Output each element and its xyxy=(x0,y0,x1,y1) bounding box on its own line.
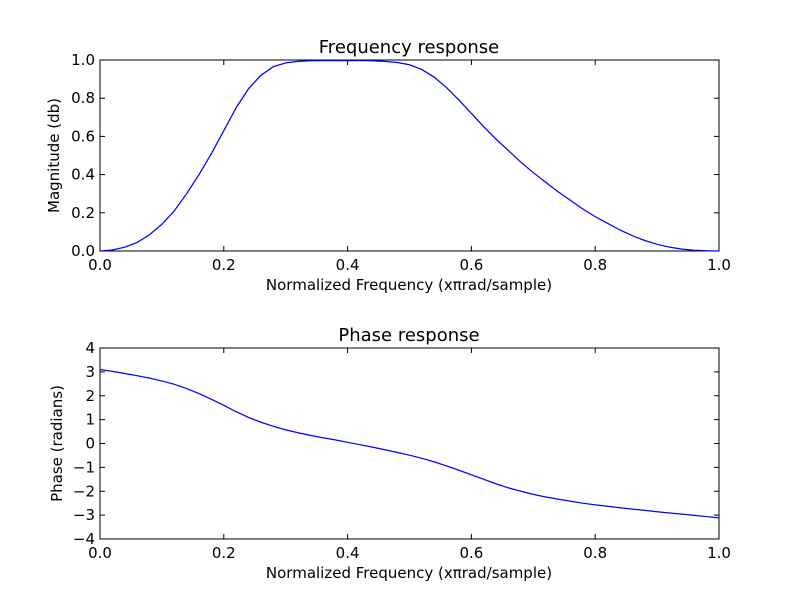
phase-response-ticks: 0.0 0.2 0.4 0.6 0.8 1.0 4 3 2 1 0 −1 −2 −3 −4 xyxy=(73,339,731,562)
phase-ytick-label: 3 xyxy=(85,363,95,381)
magnitude-xtick-label: 0.8 xyxy=(583,256,607,274)
phase-line xyxy=(99,368,720,519)
phase-ytick-label: 0 xyxy=(85,435,95,453)
phase-xtick-label: 0.6 xyxy=(459,544,483,562)
phase-ytick-label: 4 xyxy=(85,339,95,357)
magnitude-ytick-label: 0.2 xyxy=(71,204,95,222)
magnitude-ytick-label: 0.8 xyxy=(71,89,95,107)
phase-response-title: Phase response xyxy=(338,325,479,346)
magnitude-xtick-label: 0.6 xyxy=(459,256,483,274)
magnitude-ytick-label: 1.0 xyxy=(71,51,95,69)
magnitude-xtick-label: 0.4 xyxy=(336,256,360,274)
frequency-response-ylabel: Magnitude (db) xyxy=(45,98,63,213)
phase-xtick-label: 1.0 xyxy=(707,544,731,562)
phase-xtick-label: 0.8 xyxy=(583,544,607,562)
frequency-response-panel: Frequency response 0.0 0.2 0.4 0.6 0.8 1.0 0.0… xyxy=(45,37,731,294)
magnitude-line xyxy=(99,59,720,252)
magnitude-ytick-label: 0.4 xyxy=(71,166,95,184)
magnitude-xtick-label: 0.0 xyxy=(88,256,112,274)
phase-ytick-label: 1 xyxy=(85,411,95,429)
phase-xtick-label: 0.4 xyxy=(336,544,360,562)
magnitude-xtick-label: 1.0 xyxy=(707,256,731,274)
phase-response-panel: Phase response 0.0 0.2 0.4 0.6 0.8 1.0 4 3 2 1 0 −1… xyxy=(48,325,731,582)
phase-ytick-label: −4 xyxy=(73,530,95,548)
phase-ytick-label: −2 xyxy=(73,482,95,500)
phase-response-ylabel: Phase (radians) xyxy=(48,385,66,502)
phase-response-xlabel: Normalized Frequency (xπrad/sample) xyxy=(266,564,552,582)
magnitude-ytick-label: 0.6 xyxy=(71,127,95,145)
frequency-response-xlabel: Normalized Frequency (xπrad/sample) xyxy=(266,276,552,294)
phase-response-frame xyxy=(99,347,720,540)
phase-ytick-label: −3 xyxy=(73,506,95,524)
phase-ytick-label: 2 xyxy=(85,387,95,405)
phase-xtick-label: 0.2 xyxy=(212,544,236,562)
magnitude-ytick-label: 0.0 xyxy=(71,242,95,260)
frequency-response-title: Frequency response xyxy=(319,37,499,58)
frequency-response-frame xyxy=(99,59,720,252)
magnitude-xtick-label: 0.2 xyxy=(212,256,236,274)
phase-ytick-label: −1 xyxy=(73,458,95,476)
phase-xtick-label: 0.0 xyxy=(88,544,112,562)
